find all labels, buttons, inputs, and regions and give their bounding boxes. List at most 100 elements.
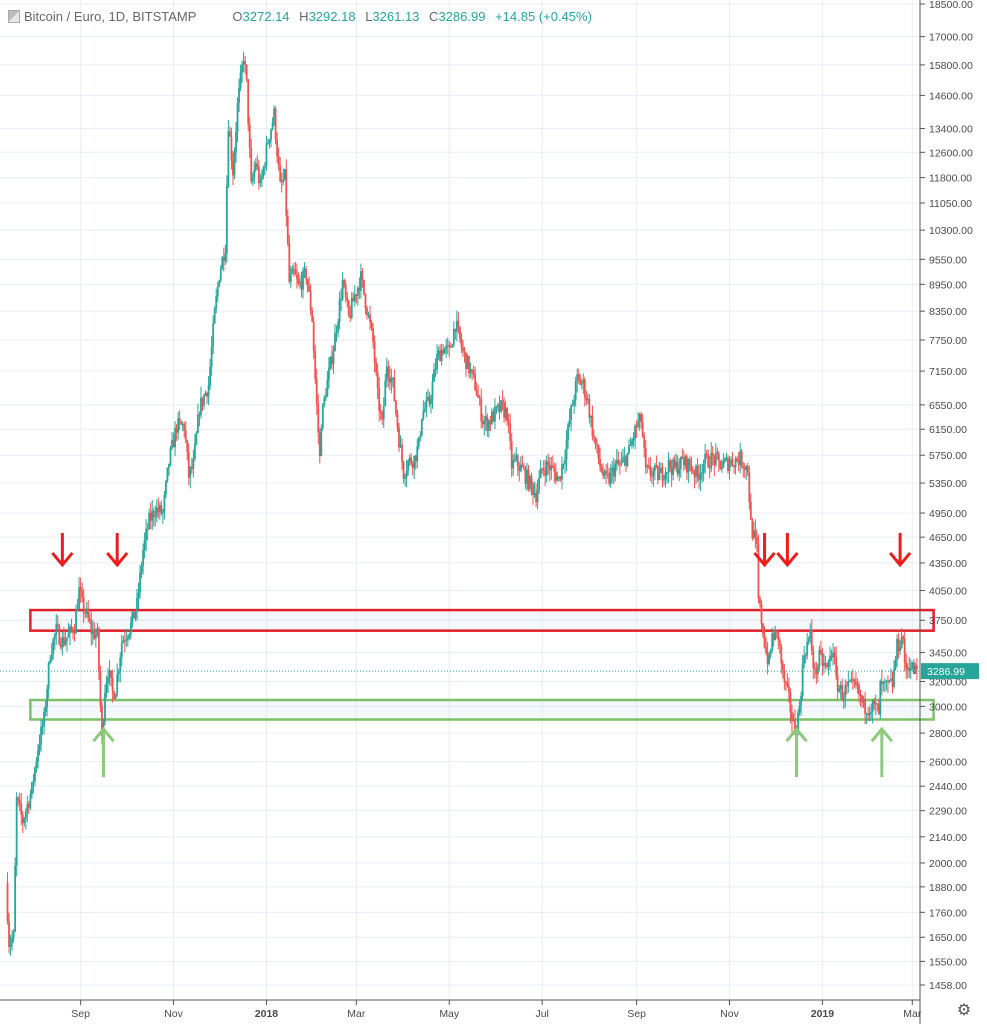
candle-body <box>282 179 285 183</box>
candle-body <box>710 452 713 469</box>
candle-body <box>75 610 77 634</box>
candle-body <box>373 341 376 362</box>
candle-body <box>52 639 55 655</box>
candle-body <box>436 353 438 370</box>
candle-body <box>617 460 620 464</box>
candle-body <box>113 691 116 699</box>
candle-body <box>59 644 62 648</box>
candle-body <box>434 369 437 371</box>
candle-body <box>324 396 327 398</box>
candle-body <box>647 465 650 467</box>
candle-body <box>433 369 435 382</box>
candle-body <box>521 464 524 468</box>
candle-body <box>481 421 484 425</box>
candle-body <box>874 703 877 705</box>
candle-body <box>12 931 15 939</box>
candle-body <box>334 333 336 352</box>
candle-body <box>856 684 859 686</box>
candle-body <box>117 670 120 675</box>
candle-body <box>134 611 137 619</box>
candle-body <box>583 379 586 398</box>
candle-body <box>337 322 339 333</box>
candle-body <box>687 459 690 473</box>
candle-body <box>826 664 828 667</box>
candle-body <box>564 459 566 464</box>
candle-body <box>870 711 873 714</box>
candle-body <box>265 143 268 166</box>
candle-body <box>518 466 521 472</box>
candle-body <box>812 650 815 668</box>
candle-body <box>678 468 681 475</box>
candle-body <box>189 467 192 478</box>
candle-body <box>713 455 716 465</box>
candle-body <box>267 142 269 144</box>
candle-body <box>414 455 417 462</box>
candle-body <box>899 648 902 652</box>
candle-body <box>506 408 509 422</box>
x-tick-label: Nov <box>720 1008 739 1020</box>
candle-body <box>338 299 341 323</box>
candle-body <box>382 406 385 420</box>
candle-body <box>655 465 658 467</box>
candle-body <box>391 377 394 379</box>
candle-body <box>603 471 606 476</box>
candle-body <box>372 327 374 342</box>
candle-body <box>489 420 492 424</box>
candle-body <box>346 296 349 301</box>
candle-body <box>114 694 117 699</box>
candle-body <box>632 438 635 441</box>
candle-body <box>474 374 477 390</box>
candle-body <box>116 674 119 695</box>
candle-body <box>915 665 918 670</box>
candle-body <box>553 467 556 472</box>
candle-body <box>893 668 895 687</box>
candle-body <box>650 474 653 477</box>
candle-body <box>152 510 155 518</box>
candle-body <box>331 356 333 365</box>
candle-body <box>829 655 831 661</box>
y-tick-label: 2290.00 <box>929 806 967 818</box>
candle-body <box>335 332 338 334</box>
candle-body <box>17 797 20 801</box>
change-value: +14.85 (+0.45%) <box>495 8 592 24</box>
candle-body <box>728 463 731 471</box>
candle-body <box>472 370 475 375</box>
candle-body <box>711 452 714 456</box>
candle-body <box>294 269 297 275</box>
candle-body <box>641 421 644 437</box>
y-tick-label: 3450.00 <box>929 647 967 659</box>
candle-body <box>841 685 844 700</box>
candle-body <box>443 348 446 354</box>
candle-body <box>876 703 879 705</box>
x-tick-label: Mar <box>903 1008 922 1020</box>
symbol-icon[interactable] <box>8 9 20 23</box>
candle-body <box>245 64 248 80</box>
candle-body <box>139 572 141 593</box>
candle-body <box>526 469 528 484</box>
candle-body <box>487 420 490 431</box>
candle-body <box>195 432 198 444</box>
arrow-layer <box>51 532 912 778</box>
candle-body <box>213 308 216 324</box>
candle-body <box>593 435 595 438</box>
candle-body <box>21 814 24 824</box>
candle-body <box>845 685 848 687</box>
candle-body <box>163 494 166 512</box>
y-tick-label: 10300.00 <box>929 225 973 237</box>
candle-body <box>800 696 802 706</box>
candle-body <box>318 432 321 457</box>
candle-body <box>623 456 626 459</box>
candle-body <box>449 346 452 348</box>
candle-body <box>602 472 604 476</box>
candle-body <box>663 479 665 481</box>
candle-body <box>198 414 201 416</box>
candle-body <box>419 435 422 438</box>
candle-body <box>478 397 481 399</box>
candle-body <box>862 698 865 703</box>
candle-body <box>43 711 45 727</box>
candle-body <box>673 459 676 468</box>
gear-icon[interactable]: ⚙ <box>956 1002 972 1019</box>
candle-body <box>108 670 111 678</box>
